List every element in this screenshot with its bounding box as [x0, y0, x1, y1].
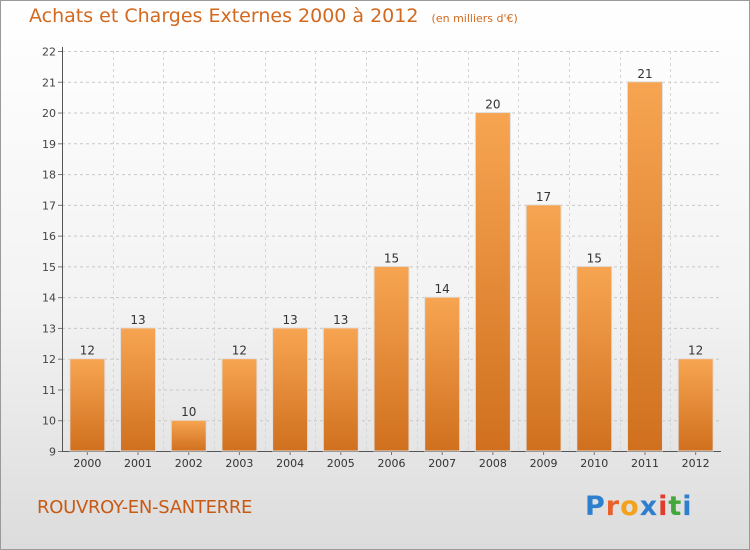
bar-2008	[474, 112, 511, 452]
bar-2011	[626, 81, 663, 452]
data-label: 17	[536, 190, 551, 204]
x-tick-label: 2012	[682, 457, 710, 470]
data-label: 12	[232, 344, 247, 358]
x-tick-label: 2005	[327, 457, 355, 470]
brand-letter: o	[620, 491, 640, 522]
brand-letter: i	[682, 491, 693, 522]
x-tick-label: 2010	[580, 457, 608, 470]
y-tick-label: 18	[42, 169, 56, 182]
bars	[69, 81, 714, 452]
brand-letter: t	[668, 491, 683, 522]
y-tick-label: 16	[42, 230, 56, 243]
x-tick-label: 2009	[530, 457, 558, 470]
data-label: 14	[435, 282, 450, 296]
y-tick-label: 12	[42, 353, 56, 366]
y-tick-label: 20	[42, 107, 56, 120]
brand-letter: r	[605, 491, 621, 522]
grid-lines	[62, 51, 721, 451]
y-tick-label: 19	[42, 138, 56, 151]
bar-2002	[170, 419, 207, 452]
data-label: 20	[485, 98, 500, 112]
brand-letter: P	[585, 491, 606, 522]
bar-2006	[373, 265, 410, 452]
x-tick-label: 2006	[378, 457, 406, 470]
y-tick-label: 17	[42, 199, 56, 212]
x-tick-label: 2001	[124, 457, 152, 470]
labels: 9 10 11 12 13 14 15 16 17 18 19 20 21 22 12 2000 13 2001 1…	[42, 46, 710, 471]
bar-2005	[322, 327, 359, 452]
y-tick-label: 15	[42, 261, 56, 274]
data-label: 13	[130, 313, 145, 327]
data-label: 21	[637, 67, 652, 81]
brand-logo: Proxiti	[585, 491, 693, 522]
bar-2012	[677, 358, 714, 452]
y-tick-label: 9	[49, 446, 56, 459]
y-tick-label: 21	[42, 76, 56, 89]
bar-2003	[221, 358, 258, 452]
y-tick-label: 22	[42, 46, 56, 59]
data-label: 12	[80, 344, 95, 358]
x-tick-label: 2007	[428, 457, 456, 470]
brand-letter: x	[639, 491, 659, 522]
y-tick-label: 10	[42, 415, 56, 428]
x-tick-label: 2003	[225, 457, 253, 470]
y-tick-label: 11	[42, 384, 56, 397]
y-tick-label: 14	[42, 292, 56, 305]
bar-2004	[272, 327, 309, 452]
chart-title: Achats et Charges Externes 2000 à 2012	[29, 5, 419, 27]
data-label: 13	[333, 313, 348, 327]
bar-2010	[576, 265, 613, 452]
bar-2007	[424, 296, 461, 452]
x-tick-label: 2000	[73, 457, 101, 470]
commune-name: ROUVROY-EN-SANTERRE	[37, 497, 253, 518]
brand-letter: i	[658, 491, 669, 522]
data-label: 12	[688, 344, 703, 358]
x-tick-label: 2008	[479, 457, 507, 470]
x-tick-label: 2002	[175, 457, 203, 470]
data-label: 13	[282, 313, 297, 327]
bar-2009	[525, 204, 562, 452]
chart-unit: (en milliers d'€)	[431, 12, 518, 25]
data-label: 15	[587, 251, 602, 265]
data-label: 10	[181, 405, 196, 419]
x-tick-label: 2011	[631, 457, 659, 470]
data-label: 15	[384, 251, 399, 265]
x-tick-label: 2004	[276, 457, 304, 470]
y-tick-label: 13	[42, 322, 56, 335]
bar-2000	[69, 358, 106, 452]
bar-2001	[120, 327, 157, 452]
title-row: Achats et Charges Externes 2000 à 2012 (…	[29, 5, 518, 27]
